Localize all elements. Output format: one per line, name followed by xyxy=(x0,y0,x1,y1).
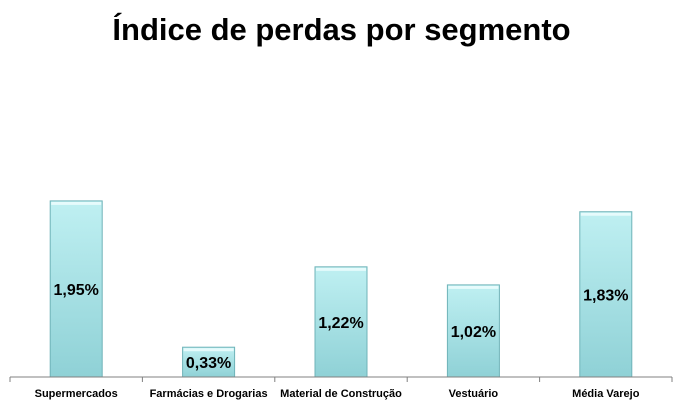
bars-group xyxy=(49,200,633,378)
bar-3 xyxy=(314,266,368,378)
bar-highlight-2 xyxy=(183,348,234,352)
category-label-3: Material de Construção xyxy=(280,388,402,400)
bar-2 xyxy=(182,346,236,378)
chart-title: Índice de perdas por segmento xyxy=(112,12,571,47)
data-label-1: 1,95% xyxy=(54,282,99,299)
data-label-2: 0,33% xyxy=(186,355,231,372)
category-label-1: Supermercados xyxy=(35,388,118,400)
category-labels-group: Supermercados Farmácias e Drogarias Materi… xyxy=(35,388,640,400)
data-label-5: 1,83% xyxy=(583,287,628,304)
category-label-5: Média Varejo xyxy=(572,388,640,400)
category-label-4: Vestuário xyxy=(449,388,499,400)
data-label-4: 1,02% xyxy=(451,324,496,341)
bar-1 xyxy=(49,200,103,378)
data-labels-group: 1,95% 0,33% 1,22% 1,02% 1,83% xyxy=(54,282,629,372)
bar-highlight-1 xyxy=(51,201,102,205)
bar-highlight-4 xyxy=(448,285,499,289)
x-axis-ticks xyxy=(9,377,673,382)
bar-highlight-5 xyxy=(580,212,631,216)
category-label-2: Farmácias e Drogarias xyxy=(150,388,268,400)
bar-highlight-3 xyxy=(316,267,366,271)
data-label-3: 1,22% xyxy=(318,315,363,332)
